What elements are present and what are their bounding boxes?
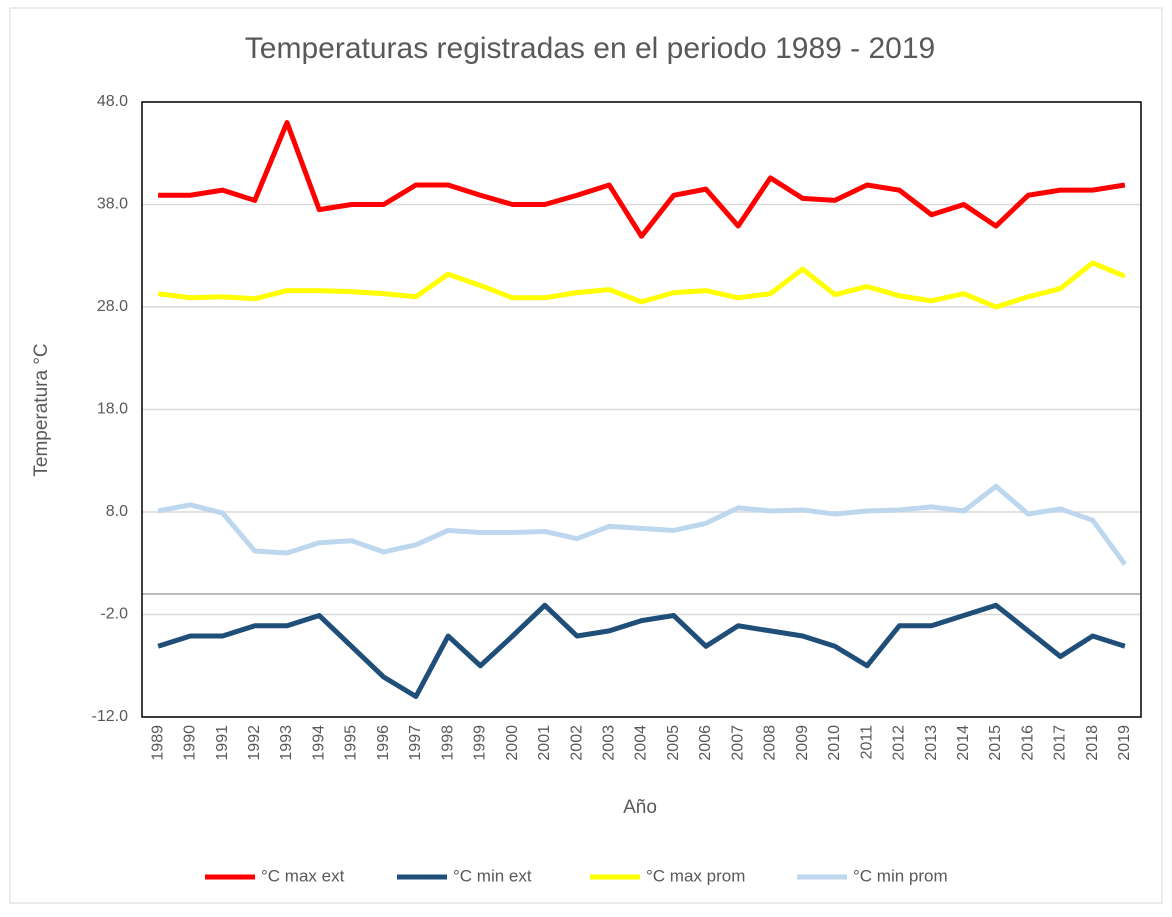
x-tick-label: 1993 [278,725,295,761]
x-tick-label: 1989 [149,725,166,761]
x-tick-label: 2004 [633,725,650,761]
x-tick-label: 2002 [568,725,585,761]
x-tick-label: 2008 [762,725,779,761]
chart-title: Temperaturas registradas en el periodo 1… [245,32,935,65]
x-tick-label: 1990 [182,725,199,761]
legend-label: °C max ext [261,866,345,885]
x-tick-label: 2017 [1052,725,1069,761]
x-tick-label: 2001 [536,725,553,761]
y-tick-label: 38.0 [97,196,128,213]
legend-label: °C max prom [646,866,745,885]
x-tick-label: 2007 [729,725,746,761]
plot-border [141,101,1142,718]
y-tick-label: 18.0 [97,401,128,418]
y-tick-label: 48.0 [97,93,128,110]
y-tick-label: -12.0 [92,708,129,725]
x-tick-label: 2015 [987,725,1004,761]
series-line [157,602,1126,699]
x-tick-label: 2009 [794,725,811,761]
x-tick-label: 1999 [472,725,489,761]
x-tick-label: 2005 [665,725,682,761]
x-tick-label: 2016 [1019,725,1036,761]
x-tick-label: 1997 [407,725,424,761]
legend-label: °C min prom [853,866,948,885]
x-tick-label: 1995 [343,725,360,761]
chart-frame [9,7,1163,904]
series-line [157,483,1127,566]
x-tick-label: 1996 [375,725,392,761]
x-tick-label: 1998 [439,725,456,761]
x-tick-label: 1992 [246,725,263,761]
x-tick-label: 2014 [955,725,972,761]
x-tick-label: 2013 [923,725,940,761]
x-tick-label: 2010 [826,725,843,761]
y-tick-label: 28.0 [97,298,128,315]
y-tick-label: 8.0 [106,503,128,520]
x-tick-label: 2012 [891,725,908,761]
x-tick-label: 2019 [1116,725,1133,761]
x-tick-label: 2018 [1084,725,1101,761]
legend-label: °C min ext [453,866,532,885]
series-line [157,260,1126,310]
x-tick-label: 2003 [600,725,617,761]
series-line [158,120,1126,239]
x-tick-label: 2011 [858,725,875,760]
x-axis-label: Año [623,797,657,818]
y-axis-label: Temperatura °C [31,343,52,476]
x-tick-label: 2006 [697,725,714,761]
x-tick-label: 2000 [504,725,521,761]
x-tick-label: 1994 [310,725,327,761]
y-tick-label: -2.0 [100,606,128,623]
x-tick-label: 1991 [214,725,231,761]
